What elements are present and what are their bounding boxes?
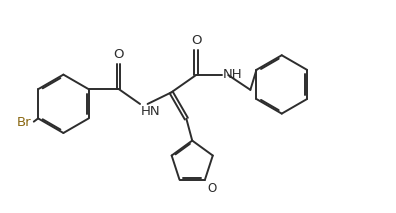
Text: NH: NH xyxy=(223,68,242,81)
Text: O: O xyxy=(114,48,124,61)
Text: HN: HN xyxy=(141,105,161,118)
Text: O: O xyxy=(191,34,201,47)
Text: Br: Br xyxy=(17,116,32,129)
Text: O: O xyxy=(207,182,216,195)
